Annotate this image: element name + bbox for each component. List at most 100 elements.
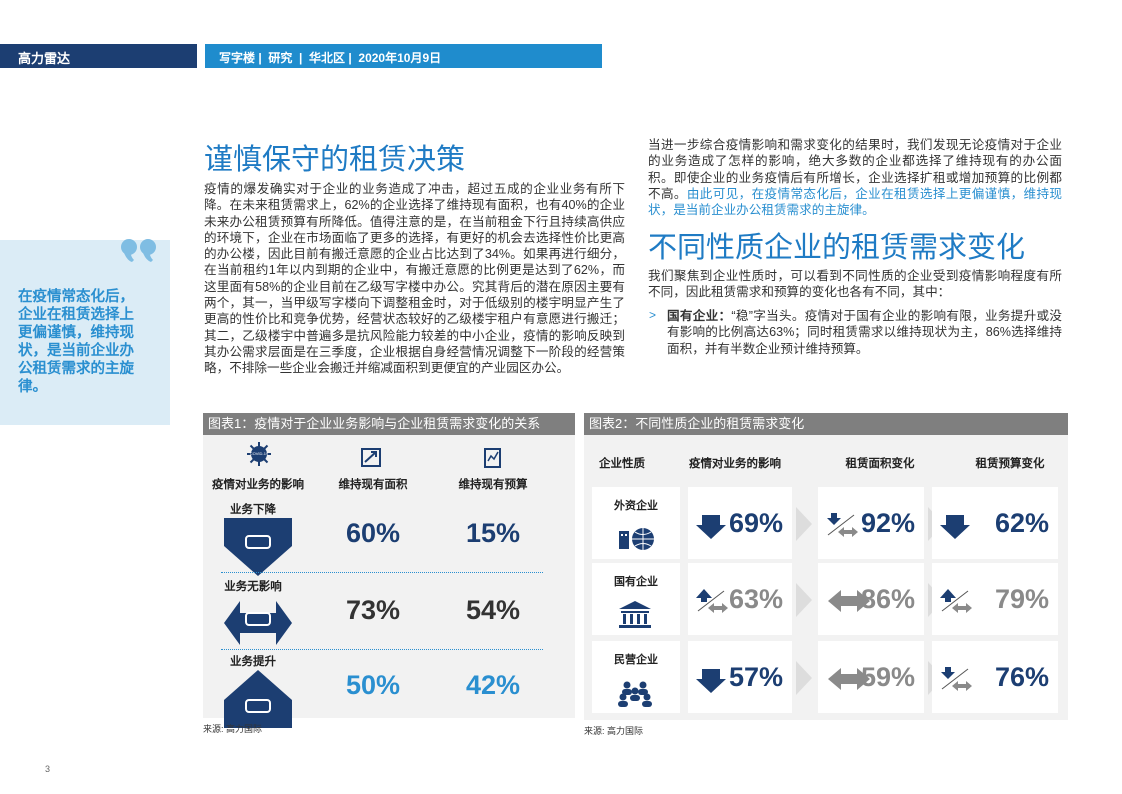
trend-icon (696, 585, 740, 622)
column-header: 维持现有面积 (338, 479, 408, 491)
chevron-graphic (796, 661, 812, 695)
row-label: 国有企业 (614, 576, 658, 588)
enterprise-icon (617, 677, 657, 712)
chevron (794, 583, 814, 622)
covid-icon-graphic (247, 442, 271, 466)
row-label: 民营企业 (614, 654, 658, 666)
chevron-graphic (796, 583, 812, 617)
separator (221, 649, 543, 650)
chevron (794, 661, 814, 700)
trend-icon (696, 509, 740, 546)
impact-icon-graphic (224, 601, 292, 645)
paragraph: 疫情的爆发确实对于企业的业务造成了冲击，超过五成的企业业务有所下降。在未来租赁需… (204, 182, 625, 376)
page-number: 3 (45, 764, 51, 774)
trend-icon (696, 663, 740, 700)
trend-icon-graphic (940, 515, 970, 539)
value-card: 63% (688, 563, 792, 635)
section-title: 不同性质企业的租赁需求变化 (648, 232, 1026, 264)
bullet-marker: > (649, 308, 657, 322)
trend-icon-graphic (827, 513, 858, 537)
figure: 图表2：不同性质企业的租赁需求变化 企业性质 疫情对业务的影响 租赁面积变化 租赁预算… (584, 413, 1068, 720)
trend-icon (826, 509, 870, 546)
trend-icon-graphic (696, 589, 728, 613)
row-label: 业务提升 (230, 656, 276, 668)
text: 当进一步综合疫情影响和需求变化的结果时，我们发现无论疫情对于企业的业务造成了怎样… (648, 138, 1062, 201)
enterprise-icon-graphic (618, 681, 652, 707)
paragraph: 我们聚焦到企业性质时，可以看到不同性质的企业受到疫情影响程度有所不同，因此租赁需… (648, 269, 1062, 300)
value: 69% (728, 508, 784, 538)
value-card: 76% (932, 641, 1058, 713)
trend-icon-graphic (696, 669, 726, 693)
trend-icon (828, 663, 872, 700)
text: “稳”字当头。疫情对于国有企业的影响有限，业务提升或没有影响的比例高达63%；同… (667, 309, 1063, 356)
chevron-graphic (796, 507, 812, 541)
paragraph: 当进一步综合疫情影响和需求变化的结果时，我们发现无论疫情对于企业的业务造成了怎样… (648, 137, 1062, 218)
budget-icon (481, 447, 505, 474)
trend-icon-graphic (828, 668, 870, 690)
source: 来源: 高力国际 (203, 724, 263, 734)
impact-icon (222, 593, 294, 660)
row-card: 民营企业 (592, 641, 680, 713)
value: 92% (860, 508, 916, 538)
row-label: 外资企业 (614, 500, 658, 512)
trend-icon-graphic (941, 667, 972, 691)
bullet: 国有企业：“稳”字当头。疫情对于国有企业的影响有限，业务提升或没有影响的比例高达… (667, 308, 1062, 357)
value: 76% (994, 662, 1050, 692)
brand-bar: 高力雷达 (0, 44, 197, 68)
value: 63% (728, 584, 784, 614)
value-card: 92% (818, 487, 924, 559)
quote-icon (121, 239, 156, 262)
impact-icon (222, 516, 294, 583)
column-header: 维持现有预算 (458, 479, 528, 491)
trend-icon (940, 663, 984, 700)
pull-quote: 在疫情常态化后，企业在租赁选择上更偏谨慎，维持现状，是当前企业办公租赁需求的主旋… (18, 289, 134, 395)
column-header: 租赁面积变化 (845, 458, 915, 470)
trend-icon-graphic (828, 590, 870, 612)
value: 60% (345, 518, 401, 548)
quote-box: 在疫情常态化后，企业在租赁选择上更偏谨慎，维持现状，是当前企业办公租赁需求的主旋… (0, 239, 170, 425)
value-card: 79% (932, 563, 1058, 635)
value-card: 69% (688, 487, 792, 559)
value-card: 59% (818, 641, 924, 713)
row-card: 国有企业 (592, 563, 680, 635)
value: 62% (994, 508, 1050, 538)
figure: 图表1：疫情对于企业业务影响与企业租赁需求变化的关系 COVID-19 疫情对业务… (203, 413, 575, 728)
tag-bar: 写字楼 | 研究 | 华北区 | 2020年10月9日 (205, 44, 602, 68)
value: 73% (345, 595, 401, 625)
value: 54% (465, 595, 521, 625)
row-label: 业务下降 (230, 504, 276, 516)
value: 86% (860, 584, 916, 614)
value: 50% (345, 670, 401, 700)
impact-icon (222, 668, 294, 735)
separator (221, 572, 543, 573)
enterprise-icon-graphic (619, 528, 654, 550)
trend-icon (828, 585, 872, 622)
trend-icon (940, 509, 984, 546)
enterprise-icon (617, 599, 657, 634)
value-card: 57% (688, 641, 792, 713)
figure-title: 图表2：不同性质企业的租赁需求变化 (584, 413, 1068, 435)
value: 15% (465, 518, 521, 548)
value-card: 62% (932, 487, 1058, 559)
column-header: 疫情对业务的影响 (212, 479, 304, 491)
chevron (794, 507, 814, 546)
enterprise-icon (617, 523, 657, 558)
column-header: 租赁预算变化 (975, 458, 1045, 470)
value: 57% (728, 662, 784, 692)
column-header: 企业性质 (599, 458, 645, 470)
value: 59% (860, 662, 916, 692)
bullet-label: 国有企业： (667, 309, 732, 323)
value: 79% (994, 584, 1050, 614)
enterprise-icon-graphic (619, 601, 651, 628)
trend-icon (940, 585, 984, 622)
highlight: 由此可见，在疫情常态化后，企业在租赁选择上更偏谨慎，维持现状，是当前企业办公租赁… (648, 186, 1063, 218)
tags: 写字楼 | 研究 | 华北区 | 2020年10月9日 (219, 51, 442, 65)
row-card: 外资企业 (592, 487, 680, 559)
icon-label: COVID-19 (249, 451, 269, 456)
figure-title: 图表1：疫情对于企业业务影响与企业租赁需求变化的关系 (203, 413, 575, 435)
value-card: 86% (818, 563, 924, 635)
source: 来源: 高力国际 (584, 726, 644, 736)
value: 42% (465, 670, 521, 700)
section-title: 谨慎保守的租赁决策 (204, 144, 466, 176)
